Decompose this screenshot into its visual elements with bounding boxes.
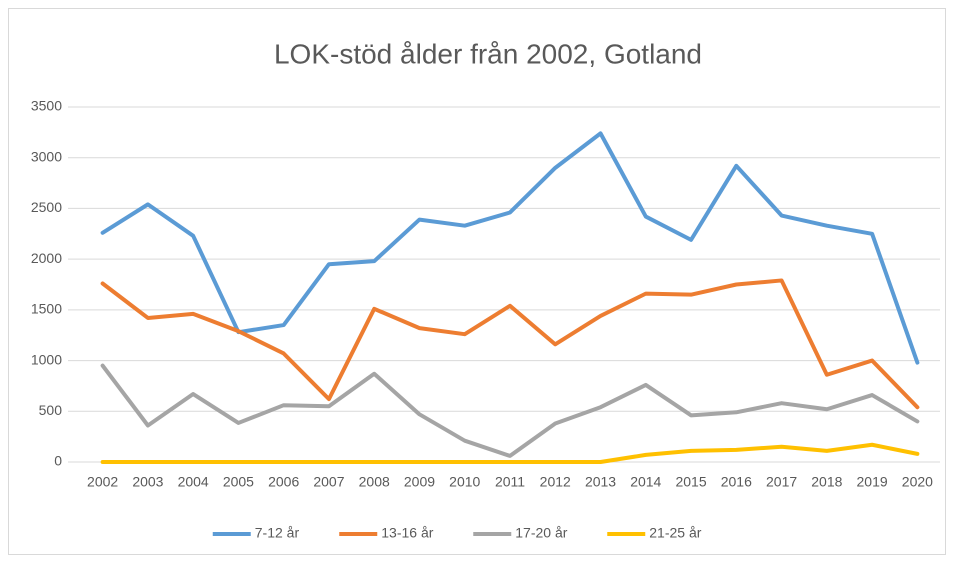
x-tick-label: 2006 <box>268 474 299 490</box>
x-tick-label: 2003 <box>132 474 163 490</box>
x-tick-label: 2018 <box>811 474 842 490</box>
chart-title: LOK-stöd ålder från 2002, Gotland <box>274 38 702 69</box>
series-line <box>100 278 920 410</box>
series-line <box>100 363 920 458</box>
x-tick-label: 2020 <box>902 474 933 490</box>
series-line <box>100 442 920 464</box>
x-tick-label: 2012 <box>540 474 571 490</box>
y-tick-label: 0 <box>54 453 62 469</box>
legend-label: 17-20 år <box>515 525 567 541</box>
y-tick-label: 1500 <box>31 301 62 317</box>
y-tick-label: 3000 <box>31 148 62 164</box>
legend-label: 21-25 år <box>649 525 701 541</box>
x-tick-label: 2016 <box>721 474 752 490</box>
x-tick-label: 2009 <box>404 474 435 490</box>
y-tick-label: 3500 <box>31 98 62 114</box>
x-tick-label: 2013 <box>585 474 616 490</box>
x-tick-label: 2005 <box>223 474 254 490</box>
y-tick-label: 2500 <box>31 199 62 215</box>
legend-label: 7-12 år <box>255 525 300 541</box>
y-tick-label: 2000 <box>31 250 62 266</box>
legend-label: 13-16 år <box>381 525 433 541</box>
x-tick-label: 2010 <box>449 474 480 490</box>
x-tick-label: 2002 <box>87 474 118 490</box>
y-tick-label: 500 <box>39 402 63 418</box>
x-tick-label: 2015 <box>675 474 706 490</box>
x-tick-label: 2011 <box>495 474 525 490</box>
x-tick-label: 2019 <box>857 474 888 490</box>
x-tick-label: 2017 <box>766 474 797 490</box>
x-tick-label: 2004 <box>178 474 209 490</box>
y-tick-label: 1000 <box>31 351 62 367</box>
x-tick-label: 2007 <box>313 474 344 490</box>
x-tick-label: 2014 <box>630 474 661 490</box>
chart-border <box>8 8 946 555</box>
x-tick-label: 2008 <box>359 474 390 490</box>
